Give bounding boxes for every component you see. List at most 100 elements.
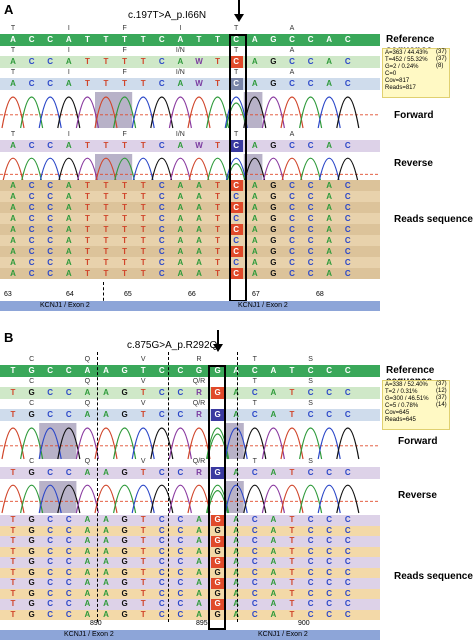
a-read-base: A bbox=[326, 203, 333, 212]
trace-peak bbox=[113, 96, 137, 129]
trace-peak bbox=[150, 484, 174, 514]
trace-peak bbox=[57, 96, 81, 129]
panel-b-mutation-label: c.875G>A_p.R292Q bbox=[127, 340, 218, 351]
b-ref-base: A bbox=[84, 366, 91, 375]
a-ref-base: A bbox=[326, 35, 333, 44]
trace-peak bbox=[168, 484, 192, 514]
b-read-base: A bbox=[233, 525, 240, 535]
b-fwd-aa: S bbox=[308, 378, 313, 385]
b-fwd-base: T bbox=[10, 388, 16, 397]
b-fwd2-base: C bbox=[344, 410, 351, 419]
trace-peak bbox=[38, 427, 62, 460]
b-fwd2-base: G bbox=[121, 410, 128, 419]
trace-peak bbox=[20, 96, 44, 129]
a-read-base: T bbox=[103, 269, 109, 278]
b-read-base: C bbox=[158, 536, 165, 545]
b-fwd-base: R bbox=[196, 388, 202, 397]
b-fwd-base: G bbox=[28, 388, 35, 397]
b-read-base: T bbox=[140, 515, 146, 524]
a-fwd-aa: T bbox=[234, 47, 239, 54]
a-read-base: G bbox=[270, 225, 277, 234]
panel-b-reverse-label: Reverse bbox=[398, 490, 437, 501]
a-fwd-base: G bbox=[270, 57, 277, 66]
b-fwd2-aa: V bbox=[140, 400, 146, 407]
a-read-base: T bbox=[215, 225, 221, 234]
b-fwd2-base: C bbox=[251, 410, 258, 419]
b-read-base: C bbox=[65, 599, 72, 608]
b-ref-aa: T bbox=[252, 356, 257, 363]
panel-a-reverse-label: Reverse bbox=[394, 158, 433, 169]
panel-b-dashed-line-2 bbox=[168, 352, 169, 622]
a-read-base: A bbox=[177, 225, 184, 234]
a-fwd-aa: F bbox=[122, 47, 127, 54]
trace-peak bbox=[317, 96, 341, 129]
a-read-base: C bbox=[289, 236, 295, 245]
b-fwd2-aa: S bbox=[308, 400, 313, 407]
b-read-base: C bbox=[158, 546, 165, 556]
b-read-base: C bbox=[177, 557, 184, 566]
a-read-base: T bbox=[140, 258, 146, 267]
a-fwd-base: C bbox=[229, 56, 244, 68]
b-fwd2-base: T bbox=[10, 410, 16, 419]
b-fwd-base: C bbox=[47, 388, 54, 397]
b-fwd2-base: R bbox=[196, 410, 202, 419]
b-read-base: C bbox=[344, 525, 351, 535]
a-read-base: A bbox=[326, 269, 333, 278]
b-read-base: C bbox=[47, 536, 54, 545]
b-read-base: A bbox=[270, 515, 277, 524]
b-ref-aa: V bbox=[140, 356, 146, 363]
a-read-base: C bbox=[307, 269, 314, 278]
a-fwd2-base: T bbox=[140, 79, 146, 88]
a-read-base: C bbox=[47, 203, 54, 212]
trace-peak bbox=[336, 484, 360, 514]
b-ref-base: G bbox=[214, 366, 221, 375]
a-read-base: A bbox=[177, 214, 184, 223]
a-rev-aa: I bbox=[67, 131, 70, 138]
a-fwd-base: A bbox=[177, 57, 184, 66]
a-fwd-base: W bbox=[195, 57, 203, 66]
a-read-base: C bbox=[158, 181, 165, 190]
b-read-base: C bbox=[177, 546, 184, 556]
b-fwd2-aa: C bbox=[29, 400, 35, 407]
b-read-base: G bbox=[121, 557, 128, 566]
trace-peak bbox=[261, 157, 285, 187]
trace-peak bbox=[57, 427, 81, 460]
a-fwd-base: C bbox=[158, 57, 165, 66]
b-read-base: C bbox=[65, 588, 72, 598]
panel-a-axis-ticks: 63 64 65 66 67 68 bbox=[0, 291, 380, 301]
a-read-base: C bbox=[289, 225, 295, 234]
a-read-base: C bbox=[28, 181, 35, 190]
trace-shade bbox=[243, 92, 263, 128]
b-read-base: A bbox=[233, 588, 240, 598]
b-read-base: A bbox=[233, 609, 240, 619]
a-fwd-base: C bbox=[47, 57, 54, 66]
panel-b-exon-bar: KCNJ1 / Exon 2 KCNJ1 / Exon 2 bbox=[0, 630, 380, 640]
b-read-base: C bbox=[65, 515, 72, 524]
a-read-base: T bbox=[215, 203, 221, 212]
axis-tick-label: 67 bbox=[252, 291, 260, 298]
b-rev-base: C bbox=[307, 468, 314, 477]
a-read-base: A bbox=[10, 269, 16, 278]
a-rev-aa: I/N bbox=[175, 131, 185, 138]
a-read-base: T bbox=[103, 214, 109, 223]
panel-a-exon-right: KCNJ1 / Exon 2 bbox=[238, 302, 288, 309]
a-read-base: C bbox=[229, 246, 244, 257]
a-read-base: C bbox=[47, 258, 54, 267]
a-read-base: C bbox=[47, 236, 54, 245]
b-fwd-base: T bbox=[140, 388, 146, 397]
trace-peak bbox=[317, 157, 341, 187]
b-ref-base: C bbox=[251, 366, 258, 375]
a-ref-base: A bbox=[177, 35, 184, 44]
trace-peak bbox=[187, 484, 211, 514]
panel-a-mutation-label: c.197T>A_p.I66N bbox=[128, 10, 207, 21]
panel-a-exon-left: KCNJ1 / Exon 2 bbox=[40, 302, 90, 309]
a-read-base: C bbox=[233, 236, 240, 245]
a-read-base: T bbox=[140, 236, 146, 245]
b-fwd2-aa: T bbox=[252, 400, 257, 407]
b-read-base: A bbox=[270, 557, 277, 566]
